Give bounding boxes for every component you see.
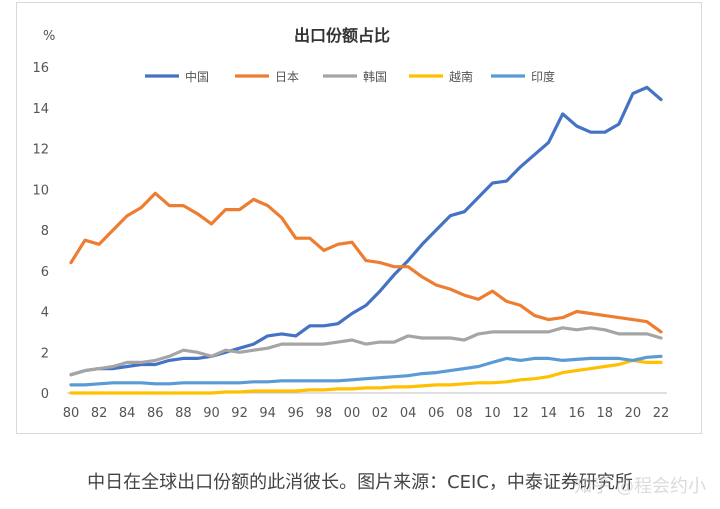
series-line-日本 — [69, 191, 663, 334]
y-axis-unit-label: % — [43, 29, 55, 44]
x-tick-label: 88 — [175, 406, 192, 421]
y-tick-label: 8 — [41, 224, 49, 239]
legend-label: 中国 — [185, 69, 209, 84]
x-tick-label: 82 — [91, 406, 108, 421]
y-tick-label: 2 — [41, 346, 49, 361]
y-tick-label: 16 — [32, 61, 49, 76]
legend-label: 印度 — [531, 69, 555, 84]
x-tick-label: 20 — [625, 406, 642, 421]
x-tick-label: 18 — [597, 406, 614, 421]
watermark: 知乎 @程会约小 — [574, 476, 706, 497]
figure-caption: 中日在全球出口份额的此消彼长。图片来源：CEIC，中泰证券研究所 — [87, 472, 633, 493]
x-tick-label: 10 — [484, 406, 501, 421]
y-tick-label: 0 — [41, 387, 49, 402]
series-line-越南 — [69, 358, 663, 395]
legend-label: 韩国 — [363, 69, 387, 84]
x-tick-label: 90 — [203, 406, 220, 421]
x-tick-label: 86 — [147, 406, 164, 421]
x-tick-label: 06 — [428, 406, 445, 421]
x-tick-label: 22 — [653, 406, 670, 421]
x-tick-label: 08 — [456, 406, 473, 421]
x-tick-label: 04 — [400, 406, 417, 421]
series-line-韩国 — [69, 326, 663, 377]
y-tick-label: 6 — [41, 265, 49, 280]
y-tick-label: 10 — [32, 183, 49, 198]
chart-title: 出口份额占比 — [294, 26, 390, 45]
x-tick-label: 00 — [344, 406, 361, 421]
x-tick-label: 84 — [119, 406, 136, 421]
x-tick-label: 12 — [512, 406, 529, 421]
series-lines — [69, 85, 663, 395]
y-tick-label: 14 — [32, 102, 49, 117]
x-tick-label: 02 — [372, 406, 389, 421]
y-tick-label: 12 — [32, 143, 49, 158]
x-tick-label: 92 — [231, 406, 248, 421]
y-axis-ticks: 0 2 4 6 8 10 12 14 16 — [32, 61, 49, 402]
series-line-印度 — [69, 354, 663, 387]
chart-card: 出口份额占比 % 中国 日本 韩国 越南 印度 0 2 4 6 8 10 12 14 16 80 82 84… — [16, 2, 702, 434]
x-tick-label: 94 — [259, 406, 276, 421]
x-tick-label: 80 — [63, 406, 80, 421]
legend-label: 越南 — [449, 69, 473, 84]
y-tick-label: 4 — [41, 306, 49, 321]
x-axis-ticks: 80 82 84 86 88 90 92 94 96 98 00 02 04 06 08 10 12 14 16 18… — [63, 406, 670, 421]
series-line-中国 — [69, 85, 663, 377]
x-tick-label: 96 — [287, 406, 304, 421]
x-tick-label: 16 — [568, 406, 585, 421]
legend: 中国 日本 韩国 越南 印度 — [145, 69, 555, 84]
x-tick-label: 14 — [540, 406, 557, 421]
x-tick-label: 98 — [316, 406, 333, 421]
legend-label: 日本 — [275, 70, 299, 84]
